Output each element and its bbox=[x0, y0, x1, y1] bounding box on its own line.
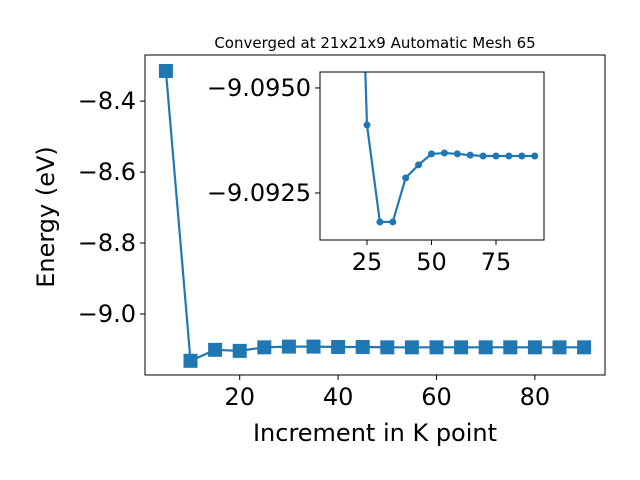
x-tick-label: 75 bbox=[481, 248, 512, 276]
marker bbox=[389, 218, 397, 226]
x-axis-label: Increment in K point bbox=[253, 419, 497, 447]
marker bbox=[355, 339, 370, 354]
marker bbox=[376, 218, 384, 226]
marker bbox=[552, 340, 567, 355]
marker bbox=[527, 340, 542, 355]
chart-title: Converged at 21x21x9 Automatic Mesh 65 bbox=[214, 34, 535, 52]
y-tick-label: −8.4 bbox=[78, 87, 136, 115]
marker bbox=[306, 339, 321, 354]
marker bbox=[257, 340, 272, 355]
marker bbox=[577, 340, 592, 355]
marker bbox=[415, 161, 423, 169]
marker bbox=[479, 152, 487, 160]
x-tick-label: 50 bbox=[416, 248, 447, 276]
marker bbox=[404, 340, 419, 355]
x-tick-label: 20 bbox=[224, 383, 255, 411]
marker bbox=[158, 63, 173, 78]
marker bbox=[454, 340, 469, 355]
marker bbox=[208, 342, 223, 357]
marker bbox=[427, 150, 435, 158]
marker bbox=[518, 152, 526, 160]
marker bbox=[281, 339, 296, 354]
series bbox=[363, 72, 539, 226]
marker bbox=[363, 121, 371, 129]
axes-frame bbox=[319, 71, 545, 241]
marker bbox=[331, 339, 346, 354]
marker bbox=[505, 152, 513, 160]
marker bbox=[232, 343, 247, 358]
marker bbox=[531, 152, 539, 160]
y-tick-label: −8.8 bbox=[78, 229, 136, 257]
y-tick-label: −9.0 bbox=[78, 300, 136, 328]
marker bbox=[440, 149, 448, 157]
marker bbox=[402, 174, 410, 182]
marker bbox=[429, 340, 444, 355]
x-tick-label: 25 bbox=[352, 248, 383, 276]
x-tick-label: 40 bbox=[323, 383, 354, 411]
marker bbox=[453, 150, 461, 158]
series bbox=[158, 63, 592, 368]
marker bbox=[466, 151, 474, 159]
y-tick-label: −9.0950 bbox=[207, 74, 311, 102]
marker bbox=[183, 353, 198, 368]
y-tick-label: −8.6 bbox=[78, 158, 136, 186]
marker bbox=[478, 340, 493, 355]
marker bbox=[503, 340, 518, 355]
axes-frame bbox=[144, 54, 606, 376]
y-tick-label: −9.0925 bbox=[207, 179, 311, 207]
marker bbox=[492, 152, 500, 160]
marker bbox=[380, 340, 395, 355]
y-axis-label: Energy (eV) bbox=[32, 146, 60, 288]
x-tick-label: 60 bbox=[421, 383, 452, 411]
x-tick-label: 80 bbox=[520, 383, 551, 411]
